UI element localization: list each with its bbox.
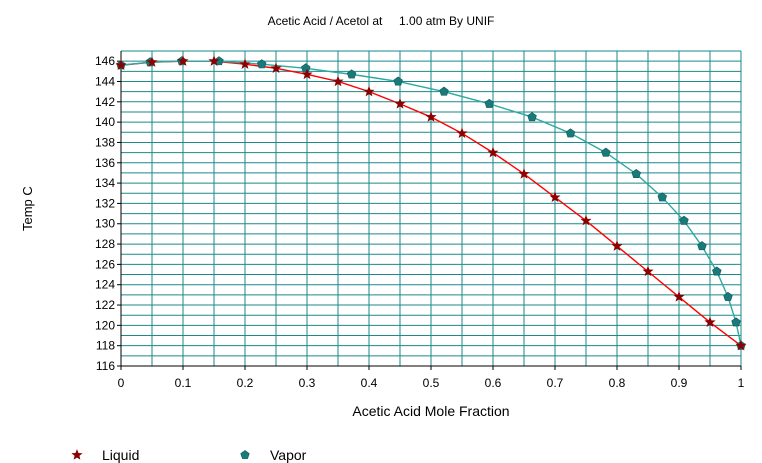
data-point-liquid xyxy=(518,168,530,179)
data-point-liquid xyxy=(270,62,282,74)
data-point-liquid xyxy=(394,97,406,109)
data-point-vapor xyxy=(527,112,537,122)
x-axis-label: Acetic Acid Mole Fraction xyxy=(352,403,510,419)
x-tick-label: 0 xyxy=(118,376,125,390)
data-point-vapor xyxy=(484,98,495,108)
chart-title: Acetic Acid / Acetol at 1.00 atm By UNIF xyxy=(267,14,495,28)
data-point-liquid xyxy=(735,339,747,351)
data-point-vapor xyxy=(712,266,722,276)
legend-label-liquid: Liquid xyxy=(102,447,140,463)
y-tick-label: 130 xyxy=(95,217,115,231)
y-tick-label: 142 xyxy=(95,95,115,109)
y-tick-label: 144 xyxy=(95,74,115,88)
x-tick-label: 0.6 xyxy=(485,376,502,390)
pentagon-icon xyxy=(240,450,250,459)
data-point-liquid xyxy=(425,111,437,122)
y-tick-label: 124 xyxy=(95,278,115,292)
data-point-liquid xyxy=(704,316,716,328)
star-icon xyxy=(71,449,83,460)
data-point-vapor xyxy=(657,192,667,202)
x-tick-label: 0.4 xyxy=(361,376,378,390)
x-tick-label: 0.9 xyxy=(671,376,688,390)
data-point-vapor xyxy=(601,147,611,157)
data-point-liquid xyxy=(611,240,623,251)
legend-item-liquid: Liquid xyxy=(70,447,139,463)
x-tick-label: 0.5 xyxy=(423,376,440,390)
data-point-liquid xyxy=(456,127,468,139)
y-tick-label: 146 xyxy=(95,54,115,68)
y-tick-label: 116 xyxy=(96,359,115,373)
data-point-vapor xyxy=(723,291,733,301)
data-point-liquid xyxy=(208,55,220,66)
legend-label-vapor: Vapor xyxy=(270,447,307,463)
data-point-liquid xyxy=(363,85,375,97)
y-tick-label: 122 xyxy=(95,298,115,312)
data-point-vapor xyxy=(631,168,641,178)
data-point-liquid xyxy=(239,58,251,69)
data-point-liquid xyxy=(642,265,654,277)
y-tick-label: 140 xyxy=(95,115,115,129)
x-tick-label: 0.2 xyxy=(237,376,254,390)
y-tick-label: 138 xyxy=(95,135,115,149)
x-tick-label: 0.7 xyxy=(547,376,564,390)
x-tick-label: 0.8 xyxy=(609,376,626,390)
legend-item-vapor: Vapor xyxy=(238,447,306,463)
data-point-vapor xyxy=(346,69,357,79)
y-tick-label: 118 xyxy=(96,339,115,353)
y-tick-label: 120 xyxy=(95,318,115,332)
data-point-liquid xyxy=(115,59,127,70)
y-tick-label: 132 xyxy=(95,196,115,210)
y-tick-label: 128 xyxy=(95,237,115,251)
data-point-liquid xyxy=(332,75,344,87)
data-point-liquid xyxy=(673,291,685,302)
data-point-liquid xyxy=(487,146,499,158)
data-point-liquid xyxy=(146,56,158,67)
x-tick-label: 0.3 xyxy=(299,376,316,390)
data-point-liquid xyxy=(580,214,592,226)
x-tick-label: 0.1 xyxy=(175,376,192,390)
x-tick-label: 1 xyxy=(738,376,745,390)
data-point-vapor xyxy=(697,241,707,251)
data-point-liquid xyxy=(549,191,561,203)
data-point-vapor xyxy=(679,215,689,225)
data-point-vapor xyxy=(257,59,267,69)
data-point-liquid xyxy=(301,68,313,80)
data-point-liquid xyxy=(177,55,189,66)
data-point-vapor xyxy=(731,317,741,327)
data-point-vapor xyxy=(439,86,449,96)
y-tick-label: 126 xyxy=(95,257,115,271)
data-point-vapor xyxy=(565,128,576,138)
y-tick-label: 136 xyxy=(95,156,115,170)
y-tick-label: 134 xyxy=(95,176,115,190)
data-point-vapor xyxy=(393,76,403,86)
